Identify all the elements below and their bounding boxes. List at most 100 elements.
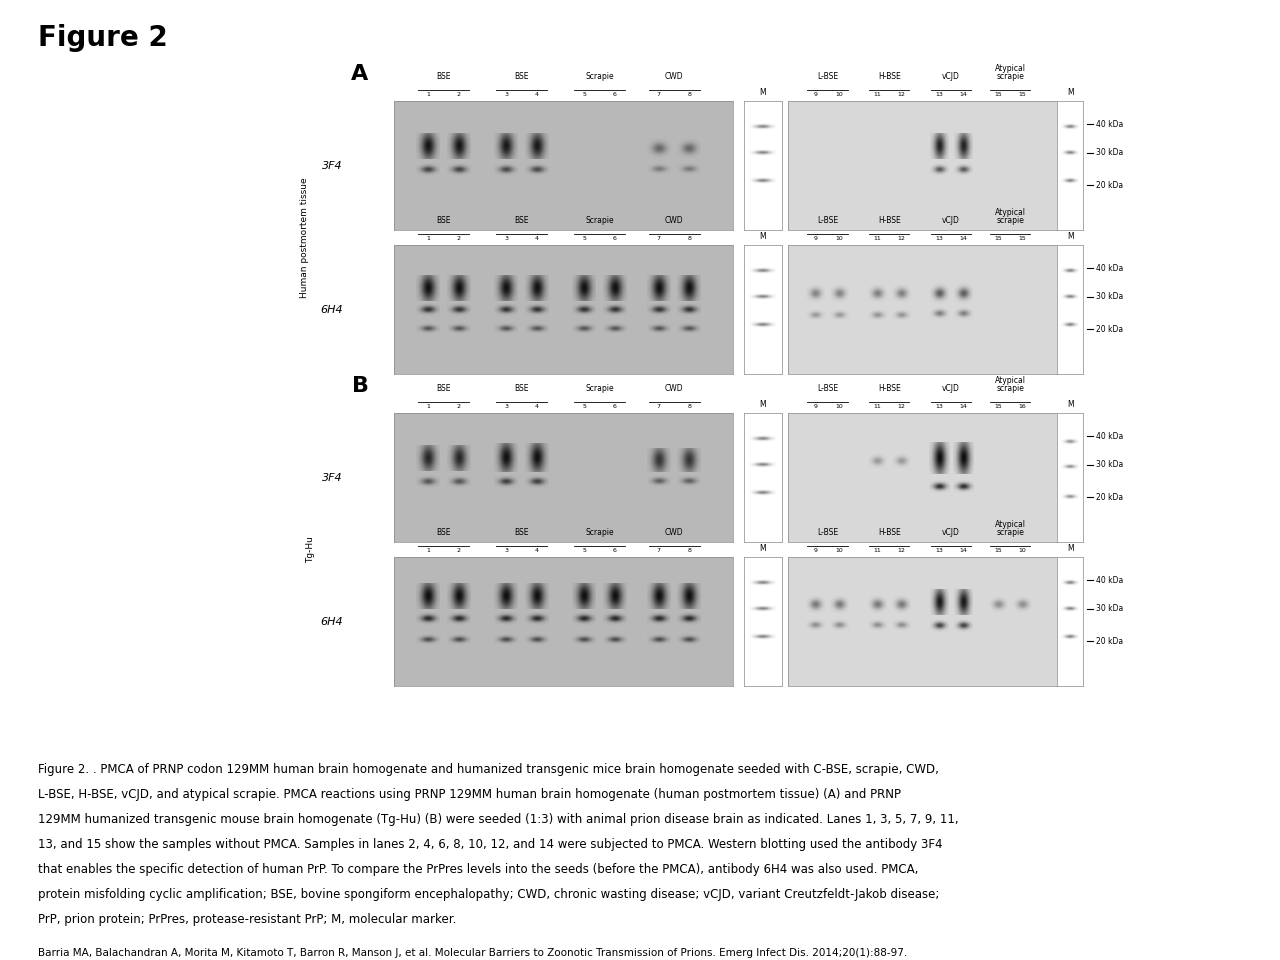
Text: 12: 12 [897,236,905,241]
Text: CWD: CWD [664,72,684,81]
Text: 4: 4 [535,404,539,409]
Text: L-BSE: L-BSE [817,216,838,225]
Text: Figure 2: Figure 2 [38,24,168,52]
Text: 7: 7 [657,548,660,553]
Text: M: M [759,88,767,97]
Text: Atypical: Atypical [995,64,1025,73]
Text: 1: 1 [426,92,430,97]
Text: 15: 15 [995,548,1002,553]
Text: H-BSE: H-BSE [878,216,901,225]
Text: 11: 11 [873,548,881,553]
Text: vCJD: vCJD [942,216,960,225]
Text: CWD: CWD [664,216,684,225]
Text: 40 kDa: 40 kDa [1096,264,1123,273]
Text: scrapie: scrapie [996,384,1024,393]
Text: 8: 8 [687,236,691,241]
Text: 5: 5 [582,548,586,553]
Text: 9: 9 [813,236,818,241]
Text: 30 kDa: 30 kDa [1096,460,1123,469]
Text: M: M [759,400,767,409]
Text: Atypical: Atypical [995,376,1025,385]
Text: 2: 2 [457,404,461,409]
Text: Human postmortem tissue: Human postmortem tissue [300,178,310,298]
Text: vCJD: vCJD [942,528,960,537]
Text: 9: 9 [813,548,818,553]
Text: M: M [759,544,767,553]
Text: Tg-Hu: Tg-Hu [306,537,316,563]
Text: 30 kDa: 30 kDa [1096,148,1123,157]
Text: 2: 2 [457,92,461,97]
Text: 10: 10 [836,404,844,409]
Text: M: M [1066,544,1074,553]
Text: L-BSE, H-BSE, vCJD, and atypical scrapie. PMCA reactions using PRNP 129MM human : L-BSE, H-BSE, vCJD, and atypical scrapie… [38,788,901,802]
Text: that enables the specific detection of human PrP. To compare the PrPres levels i: that enables the specific detection of h… [38,863,919,876]
Text: 30 kDa: 30 kDa [1096,292,1123,301]
Text: 12: 12 [897,404,905,409]
Text: 20 kDa: 20 kDa [1096,636,1123,645]
Text: Figure 2. . PMCA of PRNP codon 129MM human brain homogenate and humanized transg: Figure 2. . PMCA of PRNP codon 129MM hum… [38,763,940,777]
Text: 129MM humanized transgenic mouse brain homogenate (Tg-Hu) (B) were seeded (1:3) : 129MM humanized transgenic mouse brain h… [38,813,959,827]
Text: 12: 12 [897,92,905,97]
Text: B: B [352,375,369,396]
Text: 20 kDa: 20 kDa [1096,324,1123,333]
Text: L-BSE: L-BSE [817,528,838,537]
Text: 6H4: 6H4 [320,616,343,627]
Text: 8: 8 [687,548,691,553]
Text: 14: 14 [959,404,968,409]
Text: 10: 10 [836,92,844,97]
Text: 9: 9 [813,92,818,97]
Text: A: A [352,63,369,84]
Text: 13, and 15 show the samples without PMCA. Samples in lanes 2, 4, 6, 8, 10, 12, a: 13, and 15 show the samples without PMCA… [38,838,943,852]
Text: 13: 13 [936,236,943,241]
Text: 10: 10 [1019,548,1027,553]
Text: 14: 14 [959,92,968,97]
Text: 7: 7 [657,236,660,241]
Text: 13: 13 [936,92,943,97]
Text: Atypical: Atypical [995,208,1025,217]
Text: 13: 13 [936,404,943,409]
Text: H-BSE: H-BSE [878,528,901,537]
Text: 4: 4 [535,92,539,97]
Text: 3: 3 [504,92,508,97]
Text: 40 kDa: 40 kDa [1096,576,1123,585]
Text: 20 kDa: 20 kDa [1096,180,1123,189]
Text: Barria MA, Balachandran A, Morita M, Kitamoto T, Barron R, Manson J, et al. Mole: Barria MA, Balachandran A, Morita M, Kit… [38,948,908,957]
Text: 5: 5 [582,92,586,97]
Text: Scrapie: Scrapie [585,528,614,537]
Text: H-BSE: H-BSE [878,384,901,393]
Text: Scrapie: Scrapie [585,72,614,81]
Text: 4: 4 [535,548,539,553]
Text: 5: 5 [582,404,586,409]
Text: 40 kDa: 40 kDa [1096,432,1123,441]
Text: 7: 7 [657,92,660,97]
Text: Scrapie: Scrapie [585,384,614,393]
Text: 8: 8 [687,404,691,409]
Text: 5: 5 [582,236,586,241]
Text: 6: 6 [613,236,617,241]
Text: BSE: BSE [436,216,451,225]
Text: 8: 8 [687,92,691,97]
Text: scrapie: scrapie [996,528,1024,537]
Text: H-BSE: H-BSE [878,72,901,81]
Text: 1: 1 [426,404,430,409]
Text: 12: 12 [897,548,905,553]
Text: BSE: BSE [515,72,529,81]
Text: 6: 6 [613,404,617,409]
Text: BSE: BSE [436,72,451,81]
Text: 2: 2 [457,548,461,553]
Text: 15: 15 [995,236,1002,241]
Text: 6H4: 6H4 [320,304,343,315]
Text: 3F4: 3F4 [323,472,343,483]
Text: BSE: BSE [436,528,451,537]
Text: 14: 14 [959,548,968,553]
Text: BSE: BSE [515,384,529,393]
Text: 4: 4 [535,236,539,241]
Text: 6: 6 [613,548,617,553]
Text: 14: 14 [959,236,968,241]
Text: 9: 9 [813,404,818,409]
Text: Atypical: Atypical [995,520,1025,529]
Text: 40 kDa: 40 kDa [1096,120,1123,129]
Text: 20 kDa: 20 kDa [1096,492,1123,501]
Text: vCJD: vCJD [942,72,960,81]
Text: 11: 11 [873,236,881,241]
